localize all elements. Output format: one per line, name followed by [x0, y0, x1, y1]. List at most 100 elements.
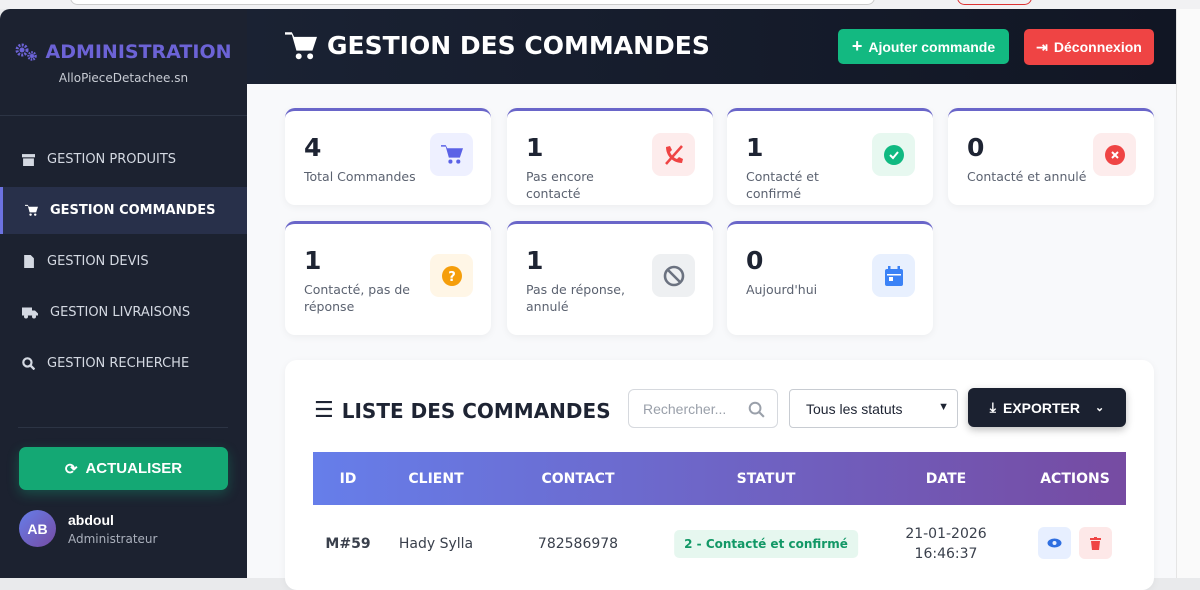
calendar-icon [872, 254, 915, 297]
order-date: 21-01-2026 16:46:37 [905, 524, 986, 564]
stat-label: Total Commandes [304, 169, 416, 184]
logout-button[interactable]: ⇥ Déconnexion [1024, 29, 1154, 65]
col-id[interactable]: ID [339, 470, 357, 487]
chevron-down-icon: ▼ [938, 401, 949, 413]
download-icon: ⤓ [989, 399, 996, 415]
sidebar-item-label: GESTION DEVIS [47, 254, 149, 269]
stat-card: 1 Pas de réponse, annulé [507, 221, 713, 335]
box-icon [22, 154, 35, 166]
stat-value: 1 [526, 133, 544, 162]
table-header: ID CLIENT CONTACT STATUT DATE ACTIONS [313, 452, 1126, 505]
cart-icon [25, 204, 38, 216]
brand: ADMINISTRATION AlloPieceDetachee.sn [0, 9, 247, 116]
user-name: abdoul [68, 511, 114, 528]
ban-icon [652, 254, 695, 297]
add-order-label: Ajouter commande [868, 38, 996, 55]
status-badge: 2 - Contacté et confirmé [674, 530, 858, 558]
question-circle-icon: ? [430, 254, 473, 297]
trash-icon [1090, 536, 1101, 550]
stat-label: Contacté et confirmé [746, 169, 819, 201]
check-circle-icon [872, 133, 915, 176]
refresh-label: ACTUALISER [85, 460, 183, 477]
stat-card: 4 Total Commandes [285, 108, 491, 205]
orders-panel: ☰ LISTE DES COMMANDES Rechercher... Tous … [285, 360, 1154, 590]
avatar: AB [19, 510, 56, 547]
stat-label: Pas de réponse, annulé [526, 282, 625, 314]
sidebar-item-livraisons[interactable]: GESTION LIVRAISONS [0, 289, 247, 336]
col-status[interactable]: STATUT [736, 470, 796, 487]
sidebar-item-label: GESTION COMMANDES [50, 203, 216, 218]
stat-value: 0 [967, 133, 985, 162]
stat-card: 0 Contacté et annulé [948, 108, 1154, 205]
cart-icon [285, 31, 317, 59]
browser-bar [0, 0, 1200, 9]
stat-value: 1 [304, 246, 322, 275]
list-title: LISTE DES COMMANDES [341, 398, 611, 423]
divider [18, 427, 228, 428]
truck-icon [22, 307, 38, 319]
export-button[interactable]: ⤓ EXPORTER ⌄ [968, 388, 1126, 427]
sidebar-item-label: GESTION PRODUITS [47, 152, 177, 167]
search-icon [22, 357, 35, 370]
stat-value: 0 [746, 246, 764, 275]
sidebar-item-label: GESTION RECHERCHE [47, 356, 190, 371]
sidebar-item-recherche[interactable]: GESTION RECHERCHE [0, 340, 247, 387]
cart-icon [430, 133, 473, 176]
sign-out-icon: ⇥ [1036, 38, 1048, 55]
chevron-down-icon: ⌄ [1095, 402, 1105, 414]
status-filter-value: Tous les statuts [806, 400, 903, 417]
sidebar: ADMINISTRATION AlloPieceDetachee.sn GEST… [0, 9, 247, 578]
stat-card: 1 Pas encore contacté [507, 108, 713, 205]
search-input[interactable]: Rechercher... [628, 389, 778, 428]
phone-slash-icon [652, 133, 695, 176]
stat-value: 1 [746, 133, 764, 162]
brand-title: ADMINISTRATION [45, 41, 232, 63]
browser-button[interactable] [957, 0, 1032, 5]
eye-icon [1047, 538, 1062, 548]
page-header: GESTION DES COMMANDES + Ajouter commande … [247, 9, 1176, 84]
export-label: EXPORTER [1002, 399, 1080, 416]
plus-icon: + [851, 36, 863, 56]
logout-label: Déconnexion [1053, 39, 1142, 55]
x-circle-icon [1093, 133, 1136, 176]
stat-card: 0 Aujourd'hui [727, 221, 933, 335]
sidebar-item-devis[interactable]: GESTION DEVIS [0, 238, 247, 285]
scrollbar[interactable] [1176, 9, 1200, 578]
refresh-button[interactable]: ⟳ ACTUALISER [19, 447, 228, 490]
stat-label: Contacté, pas de réponse [304, 282, 410, 314]
contact-phone: 782586978 [537, 536, 619, 552]
user-role: Administrateur [68, 531, 158, 546]
status-filter-select[interactable]: Tous les statuts ▼ [789, 389, 958, 428]
delete-button[interactable] [1079, 527, 1112, 559]
time: 16:46:37 [914, 546, 978, 562]
brand-subtitle: AlloPieceDetachee.sn [58, 71, 189, 85]
refresh-icon: ⟳ [64, 460, 78, 478]
stat-label: Pas encore contacté [526, 169, 594, 201]
col-date[interactable]: DATE [925, 470, 967, 487]
stat-card: 1 Contacté, pas de réponse? [285, 221, 491, 335]
stat-label: Contacté et annulé [967, 169, 1087, 184]
stat-label: Aujourd'hui [746, 282, 818, 297]
col-actions: ACTIONS [1040, 470, 1110, 487]
client-name: Hady Sylla [398, 536, 474, 552]
sidebar-item-commandes[interactable]: GESTION COMMANDES [0, 187, 247, 234]
address-bar[interactable] [70, 0, 875, 5]
sidebar-item-produits[interactable]: GESTION PRODUITS [0, 136, 247, 183]
search-icon [748, 401, 765, 418]
col-client[interactable]: CLIENT [408, 470, 464, 487]
add-order-button[interactable]: + Ajouter commande [838, 29, 1009, 64]
file-icon [24, 255, 34, 268]
user-profile[interactable]: AB abdoul Administrateur [19, 510, 157, 547]
table-row[interactable]: M#59 Hady Sylla 782586978 2 - Contacté e… [313, 505, 1126, 583]
search-placeholder: Rechercher... [643, 400, 727, 417]
col-contact[interactable]: CONTACT [541, 470, 615, 487]
date: 21-01-2026 [905, 526, 987, 542]
page-title: GESTION DES COMMANDES [327, 31, 710, 60]
stat-card: 1 Contacté et confirmé [727, 108, 933, 205]
list-icon: ☰ [314, 398, 334, 423]
order-id: M#59 [325, 536, 371, 552]
view-button[interactable] [1038, 527, 1071, 559]
sidebar-item-label: GESTION LIVRAISONS [50, 305, 191, 320]
svg-text:?: ? [448, 270, 456, 285]
cogs-icon [15, 43, 38, 61]
